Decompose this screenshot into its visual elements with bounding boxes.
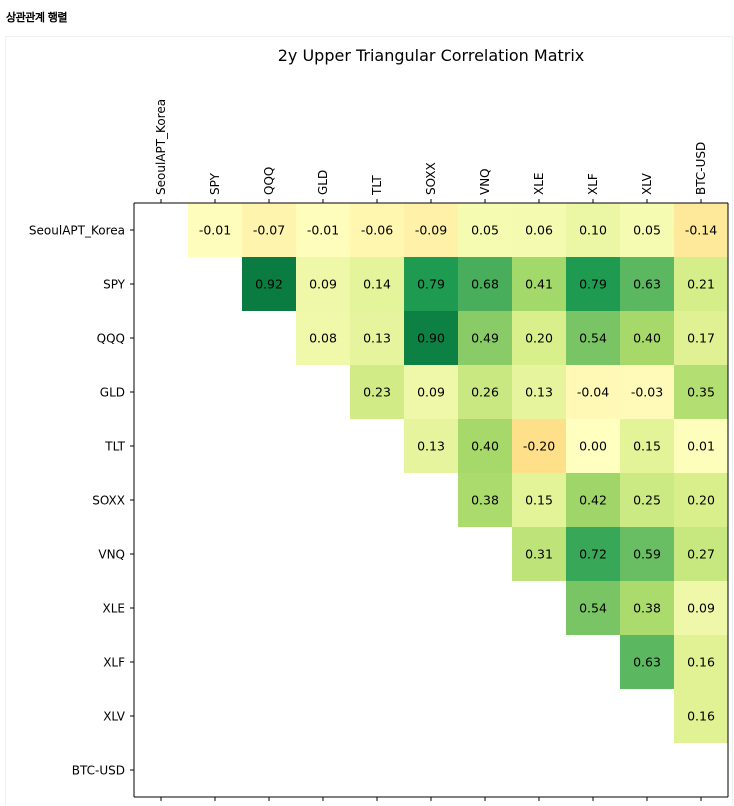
x-tick-label: SeoulAPT_Korea: [154, 99, 168, 195]
cell-value-label: 0.13: [525, 385, 553, 400]
cell-value-label: 0.01: [687, 439, 715, 454]
y-tick-label: GLD: [100, 386, 125, 400]
cell-value-label: 0.09: [687, 601, 715, 616]
y-tick-label: XLV: [103, 710, 126, 724]
cell-value-label: 0.35: [687, 385, 715, 400]
y-tick-label: SOXX: [92, 494, 125, 508]
cell-value-label: 0.17: [687, 331, 715, 346]
cell-value-label: 0.06: [525, 223, 553, 238]
cell-value-label: -0.03: [631, 385, 663, 400]
cell-value-label: 0.68: [471, 277, 499, 292]
y-tick-label: XLE: [103, 602, 126, 616]
cell-value-label: -0.07: [253, 223, 285, 238]
cell-value-label: 0.63: [633, 655, 661, 670]
cell-value-label: 0.79: [417, 277, 445, 292]
y-tick-label: XLF: [103, 656, 125, 670]
cell-value-label: 0.25: [633, 493, 661, 508]
x-tick-label: VNQ: [478, 168, 492, 195]
page-heading: 상관관계 행렬: [6, 9, 67, 25]
x-tick-label: GLD: [316, 170, 330, 195]
cell-value-label: 0.42: [579, 493, 607, 508]
cell-value-label: 0.26: [471, 385, 499, 400]
cell-value-label: 0.27: [687, 547, 715, 562]
x-tick-label: SPY: [208, 172, 222, 195]
chart-title: 2y Upper Triangular Correlation Matrix: [278, 46, 585, 65]
y-tick-label: SeoulAPT_Korea: [29, 224, 125, 238]
y-tick-label: TLT: [104, 440, 125, 454]
x-tick-label: TLT: [370, 175, 384, 196]
cell-value-label: 0.54: [579, 601, 607, 616]
cell-value-label: 0.49: [471, 331, 499, 346]
cell-value-label: 0.79: [579, 277, 607, 292]
cell-value-label: 0.63: [633, 277, 661, 292]
cell-value-label: 0.09: [309, 277, 337, 292]
cell-value-label: 0.92: [255, 277, 283, 292]
cell-value-label: 0.23: [363, 385, 391, 400]
cell-value-label: 0.05: [633, 223, 661, 238]
cell-value-label: 0.72: [579, 547, 607, 562]
cell-value-label: 0.40: [633, 331, 661, 346]
cell-value-label: 0.38: [471, 493, 499, 508]
cell-value-label: 0.00: [579, 439, 607, 454]
cell-value-label: 0.38: [633, 601, 661, 616]
cell-value-label: 0.41: [525, 277, 553, 292]
cell-value-label: 0.90: [417, 331, 445, 346]
cell-value-label: -0.01: [199, 223, 231, 238]
cell-value-label: 0.14: [363, 277, 391, 292]
cell-value-label: 0.20: [687, 493, 715, 508]
cell-value-label: 0.08: [309, 331, 337, 346]
cell-value-label: 0.05: [471, 223, 499, 238]
x-tick-label: XLE: [532, 173, 546, 196]
cell-value-label: 0.59: [633, 547, 661, 562]
cell-value-label: 0.31: [525, 547, 553, 562]
cell-value-label: 0.09: [417, 385, 445, 400]
cell-value-label: 0.16: [687, 709, 715, 724]
cell-value-label: 0.20: [525, 331, 553, 346]
cell-value-label: 0.16: [687, 655, 715, 670]
cell-value-label: 0.54: [579, 331, 607, 346]
y-tick-label: VNQ: [98, 548, 125, 562]
x-tick-label: QQQ: [262, 167, 276, 195]
x-tick-label: XLF: [586, 173, 600, 195]
cell-value-label: 0.21: [687, 277, 715, 292]
cell-value-label: -0.06: [361, 223, 393, 238]
cell-value-label: 0.15: [525, 493, 553, 508]
cell-value-label: 0.40: [471, 439, 499, 454]
y-tick-label: QQQ: [97, 332, 125, 346]
y-tick-label: SPY: [103, 278, 126, 292]
cell-value-label: -0.20: [523, 439, 555, 454]
cell-value-label: -0.09: [415, 223, 447, 238]
cell-value-label: 0.15: [633, 439, 661, 454]
cells-layer: -0.01 -0.07 -0.01 -0.06 -0.09 0.05 0.06 0.10 0.0…: [188, 203, 728, 743]
correlation-heatmap: 2y Upper Triangular Correlation Matrix -…: [6, 37, 734, 806]
x-tick-label: XLV: [640, 172, 654, 195]
y-tick-label: BTC-USD: [72, 764, 125, 778]
figure-frame: 2y Upper Triangular Correlation Matrix -…: [5, 36, 733, 805]
cell-value-label: 0.13: [417, 439, 445, 454]
cell-value-label: 0.10: [579, 223, 607, 238]
cell-value-label: -0.14: [685, 223, 717, 238]
x-tick-label: SOXX: [424, 162, 438, 195]
x-tick-label: BTC-USD: [694, 142, 708, 195]
cell-value-label: -0.01: [307, 223, 339, 238]
cell-value-label: -0.04: [577, 385, 609, 400]
cell-value-label: 0.13: [363, 331, 391, 346]
